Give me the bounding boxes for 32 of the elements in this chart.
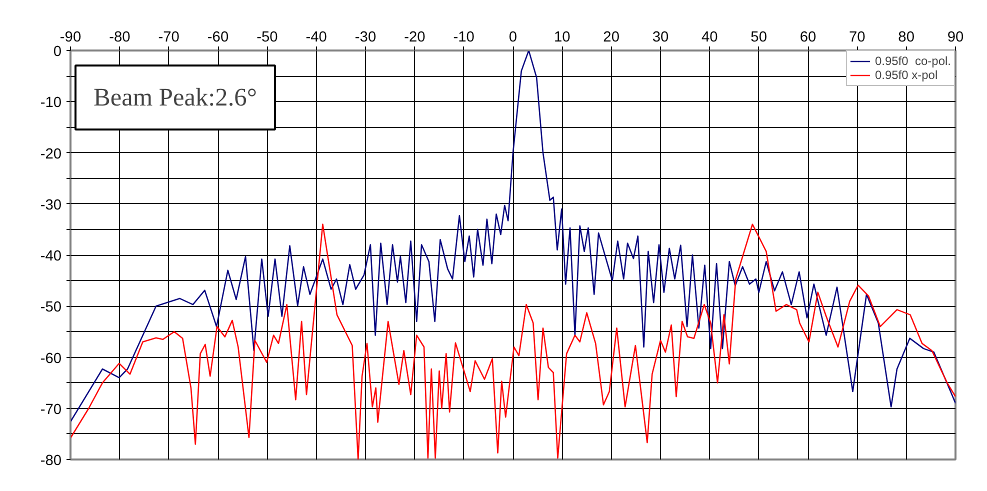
x-tick-label: -80 [109, 30, 130, 46]
y-tick-label: -10 [40, 95, 62, 112]
x-tick-label: 10 [554, 30, 570, 46]
x-tick-label: 20 [603, 30, 620, 46]
y-tick-label: -70 [40, 402, 62, 418]
annotation: Beam Peak:2.6° [94, 84, 257, 112]
x-tick-label: 50 [750, 30, 767, 46]
x-tick-label: -30 [354, 30, 376, 46]
x-tick-label: -90 [60, 30, 82, 46]
y-tick-label: 0 [53, 44, 62, 60]
line-series [70, 224, 956, 460]
x-tick-label: 70 [849, 30, 866, 46]
y-tick-label: -30 [40, 197, 62, 214]
x-tick-label: 90 [947, 30, 964, 46]
y-tick-label: -80 [40, 453, 62, 469]
x-tick-label: 60 [800, 30, 816, 46]
y-tick-label: -20 [40, 146, 62, 162]
y-tick-label: -50 [40, 300, 62, 316]
x-tick-label: -70 [158, 30, 180, 46]
y-tick-label: -40 [40, 248, 62, 264]
x-tick-label: -50 [256, 30, 278, 46]
x-tick-label: 0 [508, 30, 518, 46]
x-tick-label: 40 [702, 30, 718, 46]
x-tick-label: -40 [306, 30, 327, 46]
legend-label: 0.95f0 x-pol [874, 68, 938, 82]
x-tick-label: -60 [207, 30, 229, 46]
x-tick-label: 80 [898, 30, 914, 46]
y-tick-label: -60 [40, 350, 62, 367]
x-tick-label: -20 [404, 30, 426, 46]
x-tick-label: -10 [453, 30, 474, 46]
legend-label: 0.95f0 co-pol. [874, 54, 951, 68]
x-tick-label: 30 [652, 30, 669, 46]
